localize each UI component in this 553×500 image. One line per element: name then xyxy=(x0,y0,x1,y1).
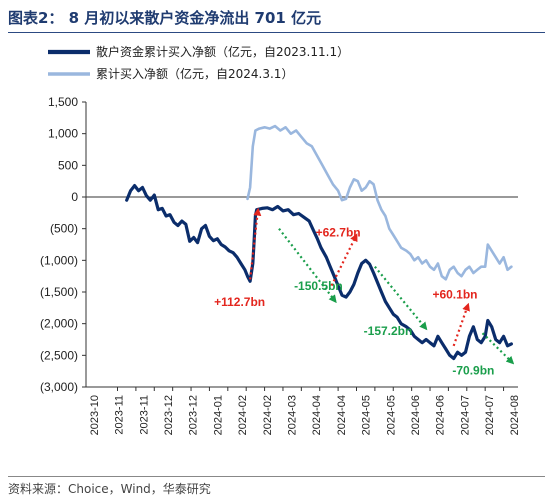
x-tick-label: 2024-04 xyxy=(336,395,348,435)
annotation-label-5: +60.1bn xyxy=(432,287,477,301)
x-tick-label: 2024-01 xyxy=(212,395,224,435)
series-group xyxy=(125,124,513,361)
y-axis: 1,500 1,000 500 0 (500) (1,000) (1,500) (2,000)… xyxy=(40,95,87,394)
y-tick-label: 1,500 xyxy=(48,95,78,109)
annotation-label-3: +62.7bn xyxy=(316,225,361,239)
legend-label-2: 累计买入净额（亿元，自2024.3.1） xyxy=(96,66,293,81)
x-tick-label: 2024-02 xyxy=(262,395,274,435)
annotation-label-2: -150.5bn xyxy=(294,279,343,293)
x-axis: 2023-10 2023-11 2023-11 2023-12 2023-12 2024-… xyxy=(86,196,521,435)
series-line-1 xyxy=(125,184,513,361)
annotation-arrow-2 xyxy=(278,227,337,304)
y-tick-label: 500 xyxy=(58,158,78,172)
legend-label-1: 散户资金累计买入净额（亿元，自2023.11.1） xyxy=(96,44,349,59)
title-divider xyxy=(8,32,545,33)
x-tick-label: 2023-12 xyxy=(188,395,200,435)
x-tick-label: 2024-06 xyxy=(435,395,447,435)
page-title: 图表2： 8 月初以来散户资金净流出 701 亿元 xyxy=(8,9,322,27)
chart: 散户资金累计买入净额（亿元，自2023.11.1） 累计买入净额（亿元，自2024… xyxy=(40,44,521,435)
y-tick-label: (1,500) xyxy=(40,285,78,299)
x-tick-label: 2024-04 xyxy=(311,395,323,435)
x-tick-label: 2024-05 xyxy=(385,395,397,435)
x-tick-label: 2023-11 xyxy=(114,395,126,435)
y-tick-label: (3,000) xyxy=(40,380,78,394)
annotation-arrow-4 xyxy=(374,265,428,331)
x-tick-label: 2023-10 xyxy=(89,395,101,435)
x-tick-label: 2024-08 xyxy=(509,395,521,435)
annotation-arrow-1 xyxy=(249,207,262,280)
annotations: +112.7bn -150.5bn +62.7bn -157.2bn +60.1bn -7… xyxy=(214,207,515,377)
x-tick-label: 2024-05 xyxy=(361,395,373,435)
annotation-arrow-6 xyxy=(481,332,515,365)
x-tick-label: 2024-02 xyxy=(237,395,249,435)
source-divider xyxy=(8,476,545,477)
y-tick-label: (500) xyxy=(50,222,78,236)
y-tick-label: (1,000) xyxy=(40,253,78,267)
y-tick-label: 1,000 xyxy=(48,127,78,141)
x-tick-label: 2024-06 xyxy=(410,395,422,435)
annotation-arrow-5 xyxy=(452,302,470,347)
y-tick-label: (2,000) xyxy=(40,317,78,331)
x-tick-label: 2024-07 xyxy=(459,395,471,435)
legend: 散户资金累计买入净额（亿元，自2023.11.1） 累计买入净额（亿元，自2024… xyxy=(48,44,349,81)
x-tick-label: 2024-03 xyxy=(286,395,298,435)
x-tick-label: 2023-12 xyxy=(163,395,175,435)
annotation-label-6: -70.9bn xyxy=(452,363,494,377)
y-tick-label: (2,500) xyxy=(40,348,78,362)
annotation-label-1: +112.7bn xyxy=(214,295,265,309)
x-tick-label: 2023-11 xyxy=(138,395,150,435)
y-tick-label: 0 xyxy=(71,190,78,204)
x-tick-label: 2024-07 xyxy=(484,395,496,435)
series-line-2 xyxy=(246,124,513,281)
annotation-label-4: -157.2bn xyxy=(364,324,413,338)
source-note: 资料来源：Choice，Wind，华泰研究 xyxy=(8,482,211,496)
